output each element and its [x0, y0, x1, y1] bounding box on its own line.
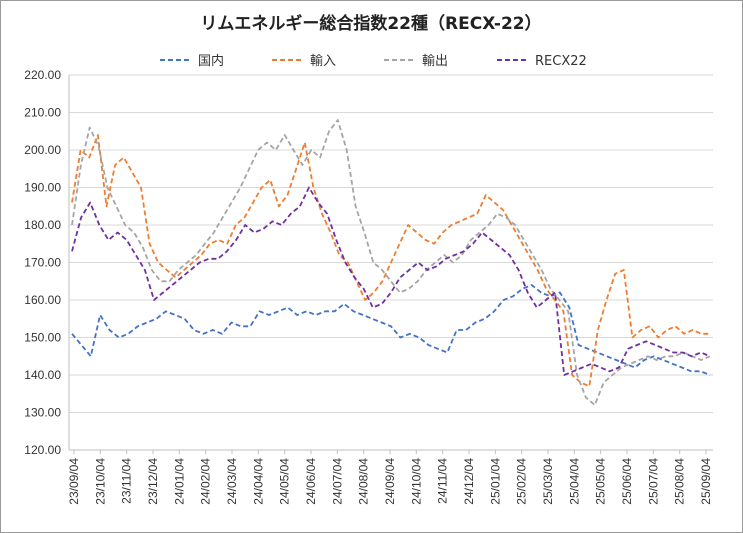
- y-tick-label: 170.00: [24, 256, 61, 270]
- x-tick-label: 24/08/04: [357, 458, 371, 505]
- series-line-1: [71, 134, 710, 388]
- x-tick-label: 23/10/04: [93, 458, 107, 505]
- x-tick-label: 24/01/04: [172, 458, 186, 505]
- legend-label: RECX22: [535, 54, 587, 69]
- x-tick-label: 25/03/04: [541, 458, 555, 505]
- x-tick-label: 25/09/04: [699, 458, 713, 505]
- x-tick-label: 24/10/04: [409, 458, 423, 505]
- y-tick-label: 190.00: [24, 181, 61, 195]
- x-tick-label: 25/01/04: [488, 458, 502, 505]
- x-tick-label: 24/09/04: [383, 458, 397, 505]
- y-tick-label: 130.00: [24, 406, 61, 420]
- x-tick-label: 25/05/04: [594, 458, 608, 505]
- x-tick-label: 24/07/04: [330, 458, 344, 505]
- gridlines: [68, 74, 713, 451]
- x-tick-label: 25/07/04: [646, 458, 660, 505]
- legend-label: 国内: [198, 53, 224, 69]
- x-tick-label: 23/11/04: [120, 458, 134, 504]
- x-tick-label: 24/02/04: [199, 458, 213, 505]
- x-axis: 23/09/04 23/10/04 23/11/04 23/12/04 24/01/04…: [67, 450, 713, 505]
- x-tick-label: 25/04/04: [567, 458, 581, 505]
- legend: 国内 輸入 輸出 RECX22: [160, 53, 587, 69]
- x-tick-label: 25/08/04: [673, 458, 687, 505]
- chart-title: リムエネルギー総合指数22種（RECX-22）: [200, 13, 541, 34]
- y-tick-label: 160.00: [24, 293, 61, 307]
- x-tick-label: 25/06/04: [620, 458, 634, 505]
- x-tick-label: 24/04/04: [251, 458, 265, 505]
- plot-area: [71, 119, 711, 406]
- y-tick-label: 180.00: [24, 218, 61, 232]
- y-axis: 220.00 210.00 200.00 190.00 180.00 170.00 160.…: [24, 68, 61, 457]
- x-tick-label: 24/05/04: [278, 458, 292, 505]
- x-tick-label: 24/12/04: [462, 458, 476, 505]
- x-tick-label: 23/12/04: [146, 458, 160, 505]
- legend-label: 輸入: [310, 54, 336, 69]
- y-tick-label: 200.00: [24, 143, 61, 157]
- series-line-0: [71, 284, 711, 376]
- x-tick-label: 24/06/04: [304, 458, 318, 505]
- x-tick-label: 23/09/04: [67, 458, 81, 505]
- y-tick-label: 210.00: [24, 106, 61, 120]
- y-tick-label: 140.00: [24, 368, 61, 382]
- x-tick-label: 25/02/04: [515, 458, 529, 505]
- y-tick-label: 120.00: [24, 443, 61, 457]
- legend-label: 輸出: [422, 54, 448, 69]
- series-line-3: [71, 186, 711, 376]
- x-tick-label: 24/03/04: [225, 458, 239, 505]
- y-tick-label: 150.00: [24, 331, 61, 345]
- x-tick-label: 24/11/04: [436, 458, 450, 504]
- y-tick-label: 220.00: [24, 68, 61, 82]
